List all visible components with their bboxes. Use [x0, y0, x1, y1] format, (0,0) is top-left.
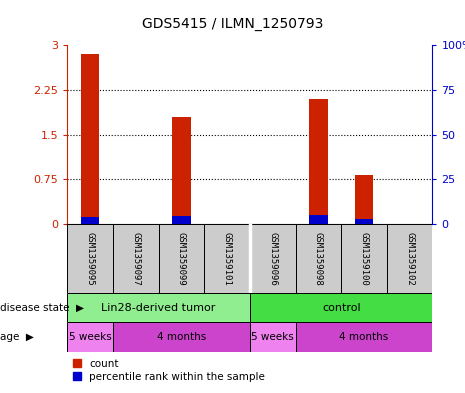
Text: GSM1359095: GSM1359095	[86, 231, 95, 285]
Text: 4 months: 4 months	[339, 332, 389, 342]
Bar	[67, 293, 250, 322]
Bar	[309, 99, 327, 224]
Text: 5 weeks: 5 weeks	[252, 332, 294, 342]
Bar	[81, 54, 100, 224]
Bar	[309, 215, 327, 224]
Text: control: control	[322, 303, 360, 312]
Bar	[296, 224, 341, 293]
Bar	[67, 224, 113, 293]
Text: age  ▶: age ▶	[0, 332, 34, 342]
Bar	[204, 224, 250, 293]
Bar	[387, 224, 432, 293]
Bar	[173, 216, 191, 224]
Text: GSM1359098: GSM1359098	[314, 231, 323, 285]
Bar	[341, 224, 387, 293]
Bar	[250, 224, 296, 293]
Text: GSM1359101: GSM1359101	[223, 231, 232, 285]
Bar	[250, 293, 432, 322]
Bar	[113, 322, 250, 352]
Text: Lin28-derived tumor: Lin28-derived tumor	[101, 303, 216, 312]
Text: 5 weeks: 5 weeks	[69, 332, 112, 342]
Bar	[159, 224, 204, 293]
Text: 4 months: 4 months	[157, 332, 206, 342]
Text: GSM1359097: GSM1359097	[132, 231, 140, 285]
Bar	[355, 175, 373, 224]
Bar	[296, 322, 432, 352]
Bar	[250, 322, 296, 352]
Legend: count, percentile rank within the sample: count, percentile rank within the sample	[73, 359, 265, 382]
Bar	[173, 117, 191, 224]
Text: GSM1359102: GSM1359102	[405, 231, 414, 285]
Bar	[81, 217, 100, 224]
Text: GSM1359099: GSM1359099	[177, 231, 186, 285]
Text: GDS5415 / ILMN_1250793: GDS5415 / ILMN_1250793	[142, 17, 323, 31]
Text: disease state  ▶: disease state ▶	[0, 303, 84, 312]
Bar	[355, 219, 373, 224]
Bar	[67, 322, 113, 352]
Text: GSM1359096: GSM1359096	[268, 231, 277, 285]
Text: GSM1359100: GSM1359100	[359, 231, 368, 285]
Bar	[113, 224, 159, 293]
